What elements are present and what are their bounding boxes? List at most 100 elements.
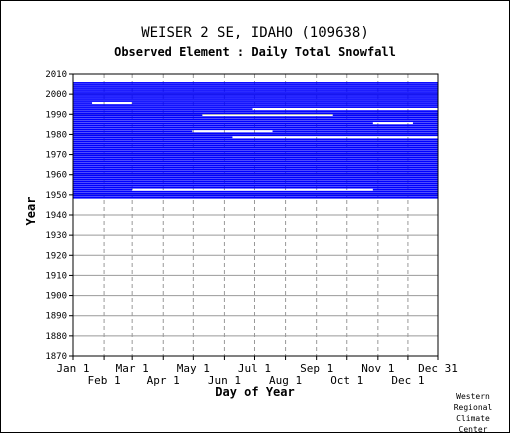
- chart-title: WEISER 2 SE, IDAHO (109638): [141, 25, 369, 41]
- y-tick-label: 1910: [45, 271, 67, 281]
- data-bar: [73, 142, 438, 145]
- data-bar: [73, 172, 438, 175]
- y-tick-label: 1880: [45, 332, 67, 342]
- data-bar: [73, 134, 438, 137]
- data-bar: [73, 174, 438, 177]
- data-bar: [73, 130, 193, 133]
- data-bar: [73, 144, 438, 147]
- data-bar: [73, 100, 438, 102]
- x-tick-label: Dec 1: [391, 374, 424, 387]
- data-bar: [73, 150, 438, 153]
- data-bar: [73, 98, 438, 100]
- data-bar: [73, 138, 438, 141]
- data-bar: [73, 96, 438, 98]
- data-bar: [73, 104, 438, 106]
- data-bar: [73, 102, 93, 104]
- data-bar: [73, 152, 438, 155]
- y-tick-label: 1940: [45, 211, 67, 221]
- chart-subtitle: Observed Element : Daily Total Snowfall: [114, 45, 396, 59]
- x-tick-label: Jul 1: [238, 362, 271, 375]
- data-bar: [73, 190, 438, 193]
- data-bar: [73, 112, 438, 114]
- data-bar: [73, 124, 438, 127]
- x-tick-label: Jun 1: [208, 374, 241, 387]
- data-bar: [73, 114, 203, 116]
- x-tick-label: Apr 1: [147, 374, 180, 387]
- data-bar: [73, 196, 438, 199]
- data-bar: [73, 132, 438, 135]
- y-tick-label: 1950: [45, 191, 67, 201]
- data-bar: [73, 186, 438, 189]
- data-bar: [73, 118, 438, 121]
- data-bar: [73, 158, 438, 161]
- y-tick-label: 1890: [45, 312, 67, 322]
- y-tick-label: 1930: [45, 231, 67, 241]
- data-bar: [73, 120, 438, 123]
- data-bar: [73, 92, 438, 94]
- x-axis-label: Day of Year: [215, 385, 295, 399]
- credit-line: Center: [458, 425, 488, 434]
- x-tick-label: Aug 1: [269, 374, 302, 387]
- y-tick-label: 1970: [45, 151, 67, 161]
- data-bar: [73, 192, 438, 195]
- data-bar: [73, 94, 438, 96]
- data-bar: [73, 126, 438, 129]
- data-bar: [73, 180, 438, 183]
- credit-line: Regional: [453, 403, 493, 412]
- data-bar: [73, 122, 373, 125]
- y-tick-label: 1990: [45, 110, 67, 120]
- data-bar: [372, 188, 438, 191]
- data-bar: [73, 146, 438, 149]
- x-tick-label: Jan 1: [56, 362, 89, 375]
- x-tick-label: Dec 31: [418, 362, 458, 375]
- data-bar: [73, 128, 438, 131]
- y-tick-label: 2000: [45, 90, 67, 100]
- data-bar: [73, 90, 438, 92]
- data-bar: [73, 184, 438, 187]
- data-bar: [132, 102, 438, 104]
- data-bar: [73, 194, 438, 197]
- data-bar: [73, 176, 438, 179]
- y-tick-label: 1980: [45, 130, 67, 140]
- credit-block: Western Regional Climate Center: [443, 391, 503, 435]
- x-tick-label: Oct 1: [330, 374, 363, 387]
- data-bar: [272, 130, 438, 133]
- x-tick-labels: Jan 1 Mar 1 May 1 Jul 1 Sep 1 Nov 1 Dec 31 Feb …: [56, 362, 457, 387]
- axes-group: [69, 73, 439, 360]
- x-tick-label: Nov 1: [361, 362, 394, 375]
- x-tick-label: Sep 1: [300, 362, 333, 375]
- data-bars: [73, 82, 438, 199]
- data-bar: [73, 182, 438, 185]
- data-bar: [332, 114, 438, 116]
- data-bar: [73, 166, 438, 169]
- y-tick-label: 1960: [45, 171, 67, 181]
- data-bar: [73, 148, 438, 151]
- y-tick-label: 1920: [45, 251, 67, 261]
- x-tick-label: May 1: [177, 362, 210, 375]
- data-bar: [73, 136, 233, 139]
- data-bar: [73, 160, 438, 163]
- y-tick-label: 1900: [45, 292, 67, 302]
- data-bar: [73, 154, 438, 157]
- data-bar: [73, 82, 438, 84]
- data-bar: [73, 178, 438, 181]
- x-tick-label: Feb 1: [88, 374, 121, 387]
- data-bar: [73, 188, 133, 191]
- y-tick-label: 1870: [45, 352, 67, 362]
- data-bar: [73, 162, 438, 165]
- credit-line: Western: [456, 392, 490, 401]
- data-bar: [73, 168, 438, 171]
- y-tick-labels: 1870 1880 1890 1900 1910 1920 1930 1940 1950 1960…: [45, 70, 67, 362]
- data-bar: [73, 156, 438, 159]
- data-bar: [412, 122, 438, 125]
- data-bar: [73, 106, 438, 108]
- data-bar: [73, 164, 438, 167]
- data-bar: [73, 110, 438, 112]
- data-bar: [73, 84, 438, 86]
- data-bar: [73, 86, 438, 88]
- data-bar: [73, 116, 438, 119]
- x-tick-label: Mar 1: [116, 362, 149, 375]
- data-bar: [73, 88, 438, 90]
